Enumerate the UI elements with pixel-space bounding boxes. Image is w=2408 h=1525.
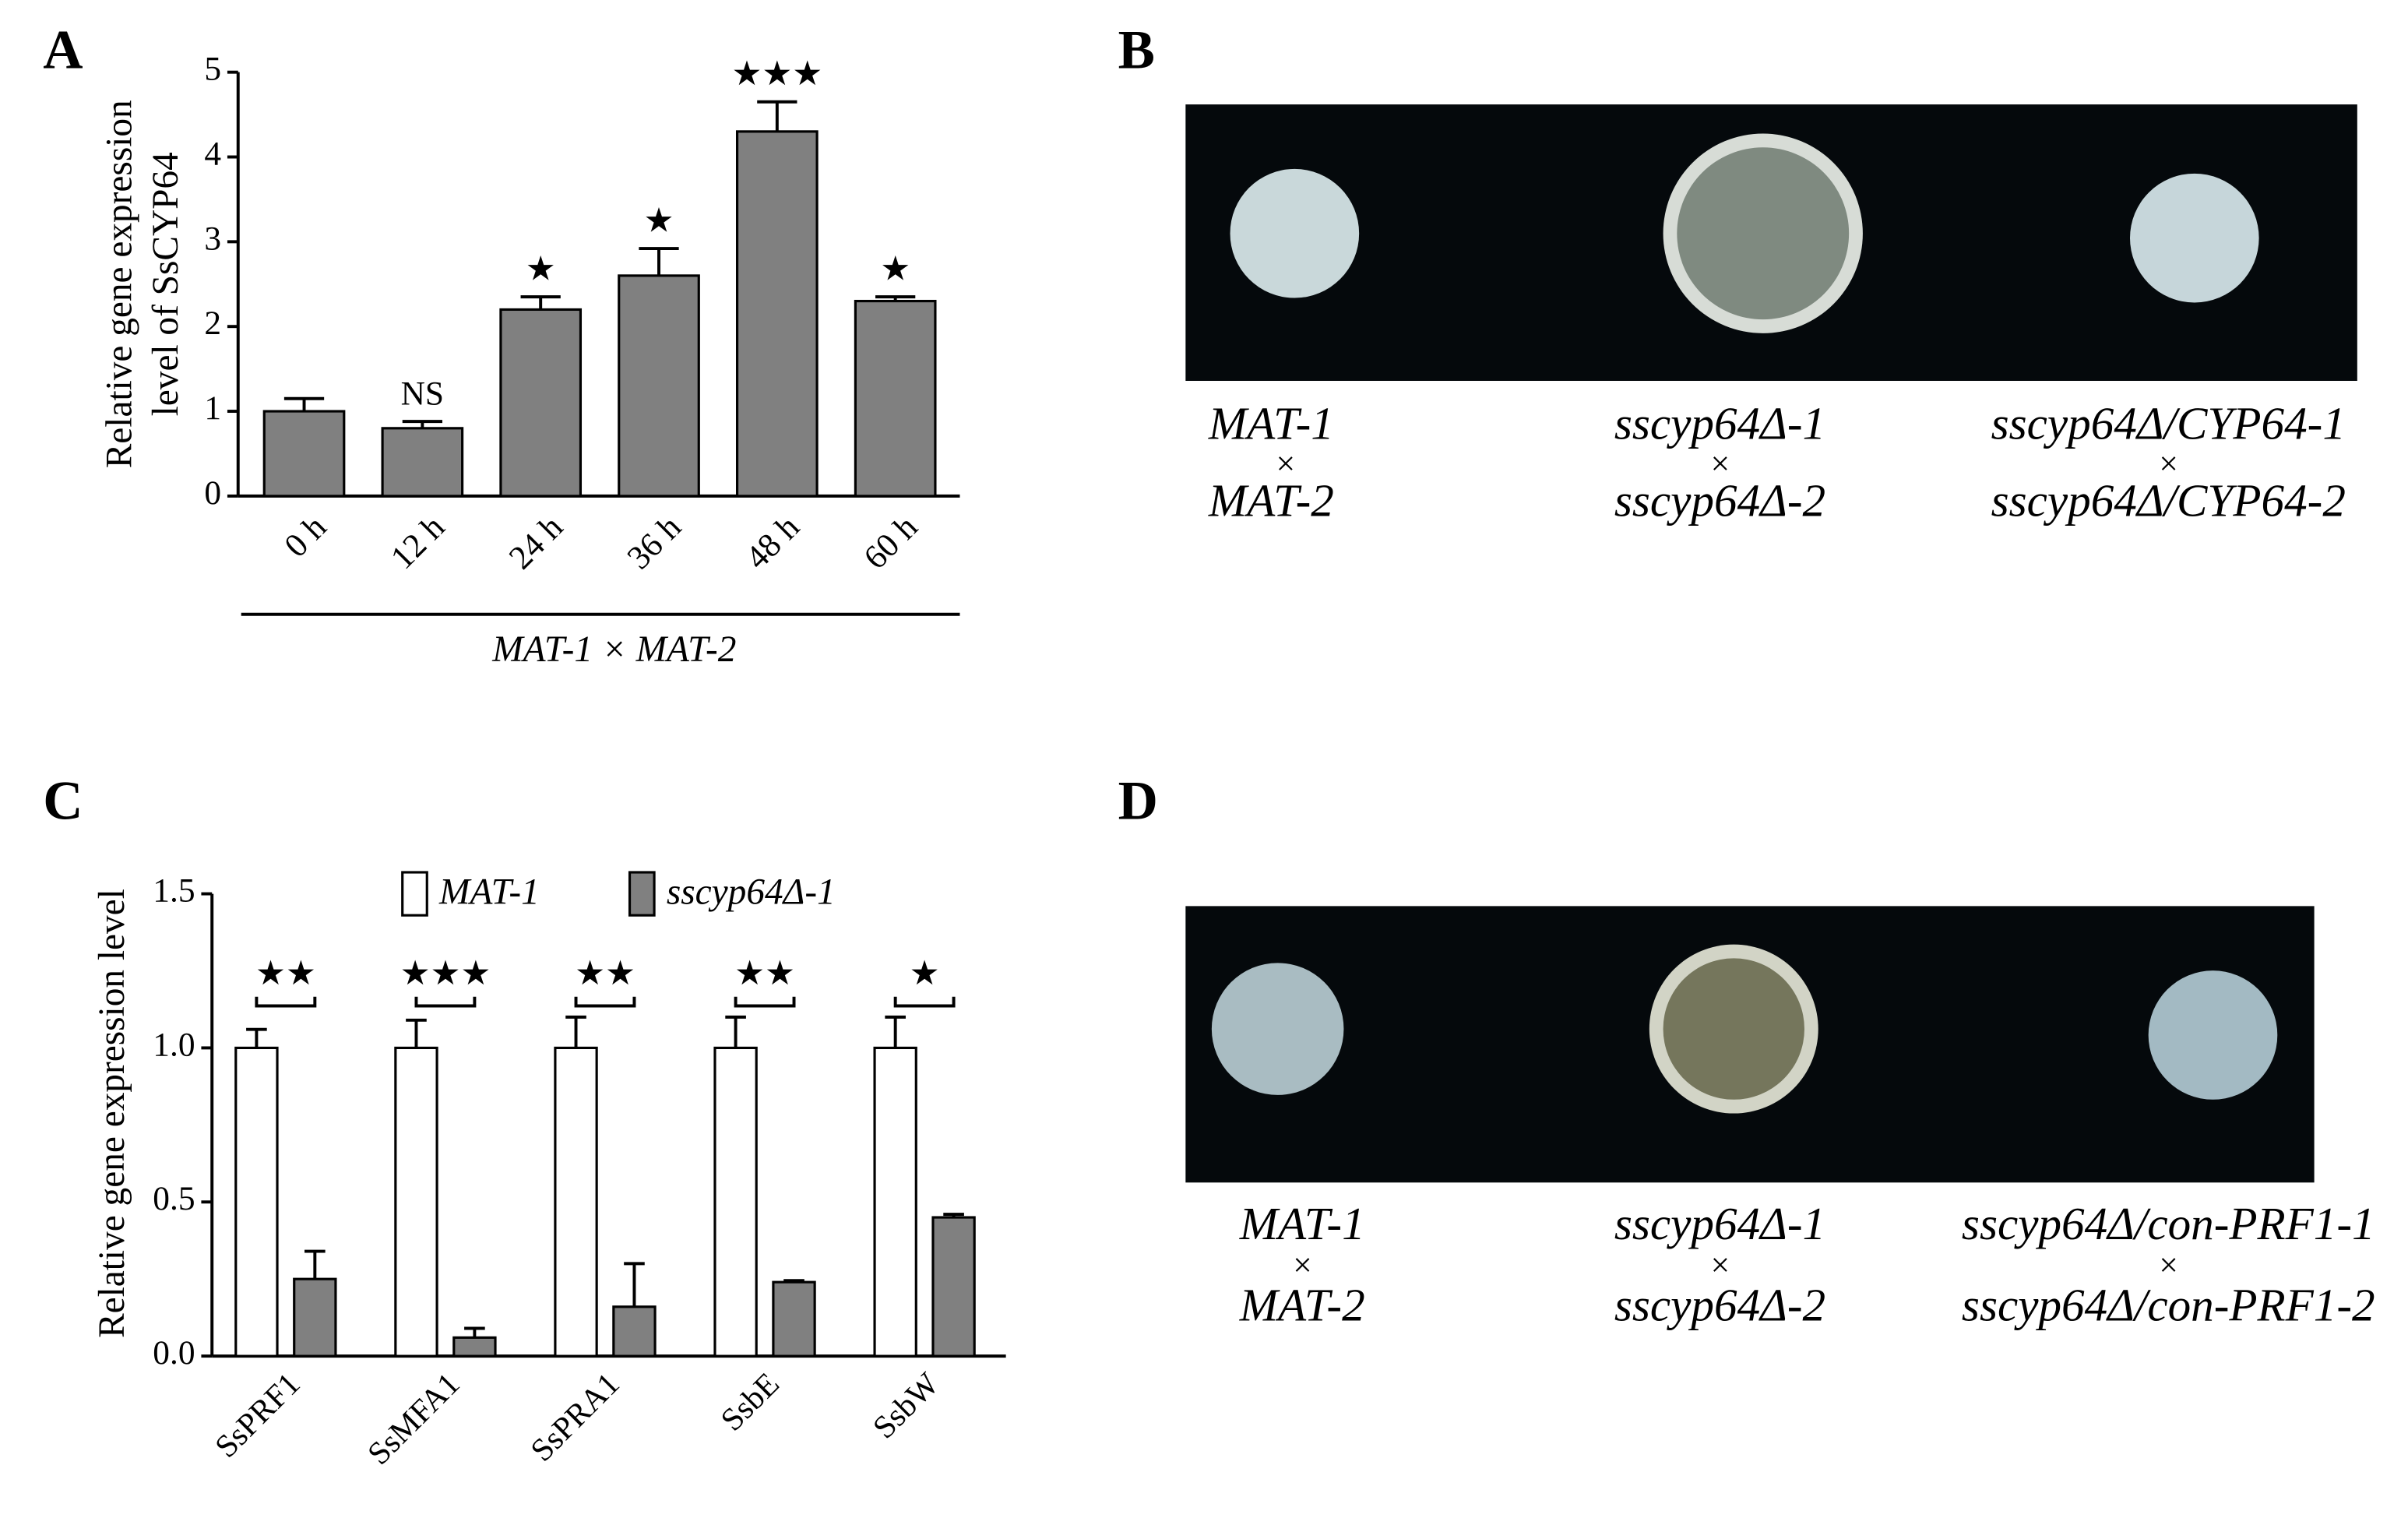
- y-tick-label: 4: [204, 135, 221, 172]
- significance-label: ★★★: [400, 955, 491, 992]
- significance-label: ★: [880, 251, 910, 288]
- significance-label: ★: [526, 251, 556, 288]
- x-tick-label: 60 h: [857, 508, 925, 576]
- colony: [2148, 970, 2278, 1100]
- significance-label: ★★: [255, 955, 316, 992]
- panel-letter: D: [1118, 770, 1158, 831]
- significance-bracket: [893, 996, 956, 1008]
- strain-label: sscyp64Δ/con-PRF1-2: [1962, 1280, 2375, 1331]
- bar: [713, 1046, 758, 1358]
- y-tick-label: 0.5: [153, 1180, 195, 1217]
- panel-letter: C: [43, 770, 83, 831]
- bar: [381, 427, 464, 498]
- x-tick-label: 36 h: [620, 508, 688, 576]
- bar: [394, 1046, 438, 1358]
- strain-label: ×: [1709, 1247, 1731, 1284]
- legend-label: MAT-1: [438, 872, 540, 912]
- strain-label: MAT-1: [1239, 1198, 1365, 1249]
- bar: [452, 1336, 497, 1358]
- significance-label: NS: [401, 375, 444, 413]
- bar: [735, 130, 819, 498]
- colony: [1211, 963, 1344, 1095]
- y-tick-label: 0: [204, 474, 221, 512]
- significance-label: ★★: [734, 955, 795, 992]
- y-tick-label: 2: [204, 305, 221, 342]
- strain-label: sscyp64Δ/CYP64-2: [1991, 474, 2346, 526]
- bar: [293, 1277, 337, 1358]
- significance-label: ★★: [575, 955, 635, 992]
- x-tick-label: 12 h: [384, 508, 452, 576]
- colony: [1677, 147, 1850, 320]
- bar: [262, 410, 346, 498]
- panel-letter: B: [1118, 19, 1155, 80]
- strain-label: sscyp64Δ-2: [1614, 1280, 1825, 1331]
- colony: [1663, 958, 1804, 1100]
- significance-label: ★: [644, 202, 674, 239]
- bar: [772, 1280, 816, 1358]
- significance-bracket: [734, 996, 796, 1008]
- bar: [554, 1046, 598, 1358]
- strain-label: ×: [1709, 445, 1731, 482]
- x-tick-label: 48 h: [738, 508, 807, 576]
- significance-bracket: [574, 996, 636, 1008]
- bar: [612, 1305, 657, 1358]
- y-tick-label: 1.0: [153, 1026, 195, 1063]
- strain-label: ×: [2157, 1247, 2180, 1284]
- legend-label: sscyp64Δ-1: [667, 872, 836, 912]
- y-axis-label: Relative gene expression level: [92, 889, 132, 1338]
- bar: [931, 1216, 976, 1358]
- x-tick-label: SsMFA1: [361, 1365, 466, 1471]
- x-tick-label: SsbE: [713, 1365, 786, 1438]
- y-tick-label: 5: [204, 51, 221, 88]
- x-tick-label: 24 h: [502, 508, 570, 576]
- bar: [873, 1046, 917, 1358]
- y-tick-label: 1.5: [153, 872, 195, 910]
- x-tick-label: 0 h: [277, 508, 333, 564]
- x-tick-label: SsPRA1: [523, 1365, 626, 1468]
- strain-label: ×: [1274, 445, 1297, 482]
- strain-label: sscyp64Δ-1: [1614, 1198, 1825, 1249]
- group-label: MAT-1 × MAT-2: [491, 629, 736, 670]
- legend-swatch: [628, 871, 656, 917]
- bar: [499, 308, 583, 498]
- strain-label: MAT-1: [1208, 398, 1334, 449]
- x-tick-label: SsPRF1: [208, 1365, 307, 1464]
- significance-label: ★: [910, 955, 940, 992]
- bar: [854, 299, 937, 498]
- strain-label: sscyp64Δ-1: [1614, 398, 1825, 449]
- y-tick-label: 3: [204, 220, 221, 257]
- bar: [234, 1046, 279, 1358]
- strain-label: ×: [2157, 445, 2180, 482]
- y-axis-label: level of SsCYP64: [146, 152, 186, 416]
- significance-bracket: [255, 996, 317, 1008]
- strain-label: sscyp64Δ-2: [1614, 474, 1825, 526]
- strain-label: ×: [1291, 1247, 1314, 1284]
- photo-b: [1185, 104, 2357, 382]
- strain-label: MAT-2: [1239, 1280, 1365, 1331]
- y-axis-label: Relative gene expression: [100, 100, 140, 468]
- colony: [2129, 173, 2259, 303]
- strain-label: sscyp64Δ/CYP64-1: [1991, 398, 2346, 449]
- significance-bracket: [414, 996, 477, 1008]
- y-tick-label: 1: [204, 389, 221, 427]
- panel-letter: A: [43, 19, 83, 80]
- strain-label: sscyp64Δ/con-PRF1-1: [1962, 1198, 2375, 1249]
- y-tick-label: 0.0: [153, 1334, 195, 1372]
- bar: [618, 274, 700, 498]
- x-tick-label: SsbW: [866, 1365, 945, 1445]
- photo-d: [1185, 906, 2315, 1183]
- significance-label: ★★★: [732, 55, 823, 93]
- colony: [1230, 168, 1360, 298]
- strain-label: MAT-2: [1208, 474, 1334, 526]
- legend-swatch: [401, 871, 428, 917]
